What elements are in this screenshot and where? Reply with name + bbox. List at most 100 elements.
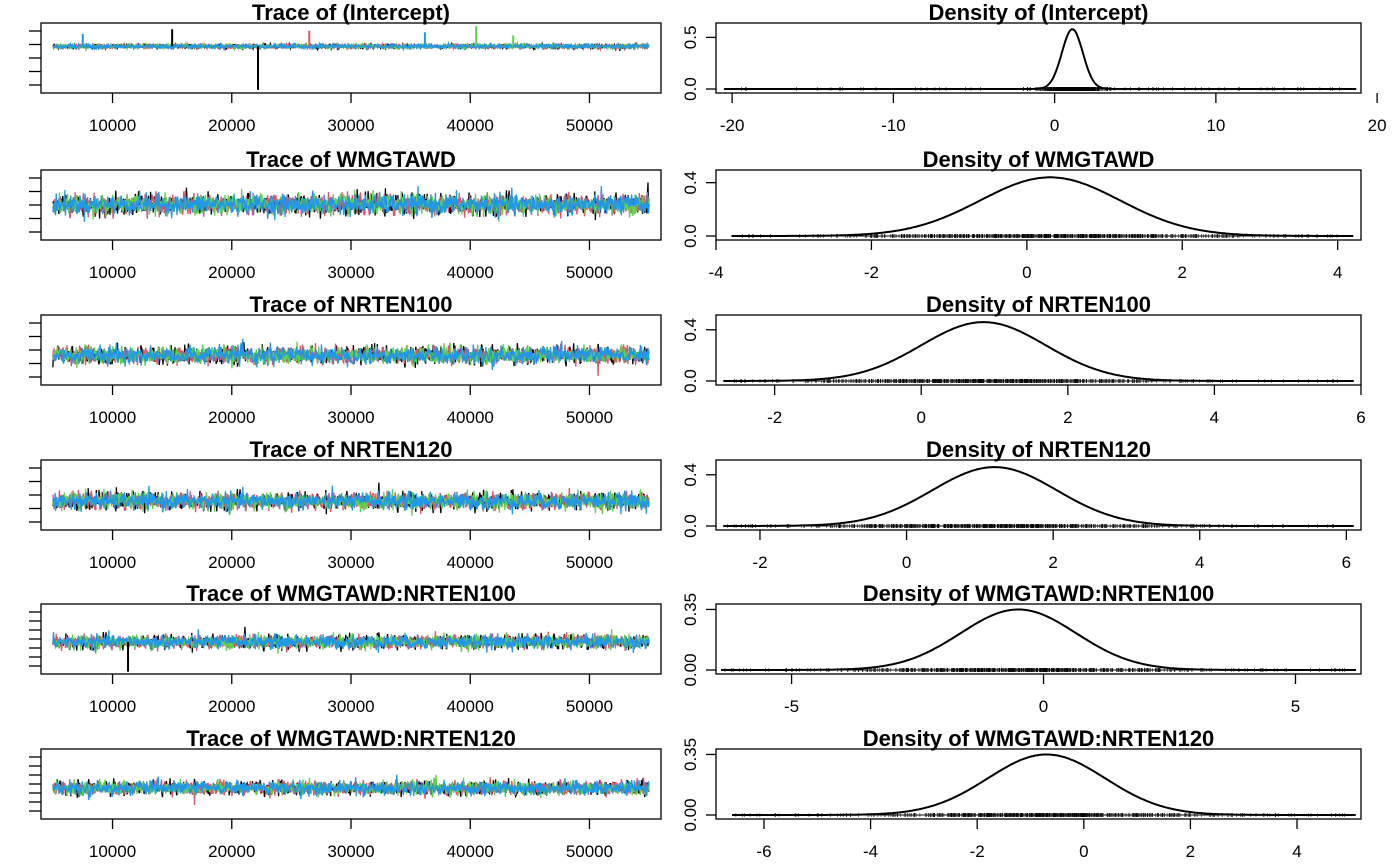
trace-panel-3: Trace of NRTEN100 10000 20000 30000 40000 500… bbox=[29, 292, 662, 427]
trace-x-tick-label: 40000 bbox=[447, 408, 494, 427]
density-x-tick-label: 2 bbox=[1178, 263, 1187, 282]
density-title: Density of NRTEN100 bbox=[926, 292, 1151, 317]
density-y-tick-label: 0.5 bbox=[681, 26, 700, 50]
density-x-tick-label: -4 bbox=[708, 263, 723, 282]
trace-x-tick-label: 30000 bbox=[327, 697, 374, 716]
density-curve bbox=[723, 321, 1354, 382]
density-x-tick-label: 2 bbox=[1186, 842, 1195, 861]
trace-x-tick-label: 20000 bbox=[208, 697, 255, 716]
density-panel-1: Density of (Intercept) 0.0 0.5 -20 -10 0 10 20 bbox=[681, 0, 1387, 135]
density-y-tick-label: 0.0 bbox=[681, 514, 700, 538]
density-x-tick-label: 0 bbox=[902, 553, 911, 572]
density-panel-3: Density of NRTEN100 0.0 0.4 -2 0 2 4 6 bbox=[681, 292, 1366, 427]
density-x-tick-label: -6 bbox=[756, 842, 771, 861]
density-x-tick-label: 4 bbox=[1195, 553, 1204, 572]
density-plot-frame bbox=[715, 169, 1362, 241]
density-panel-2: Density of WMGTAWD 0.0 0.4 -4 -2 0 2 4 bbox=[681, 147, 1362, 282]
trace-x-tick-label: 20000 bbox=[208, 116, 255, 135]
trace-x-tick-label: 10000 bbox=[89, 842, 136, 861]
trace-chain-4-line bbox=[52, 41, 650, 52]
trace-x-tick-label: 50000 bbox=[566, 697, 613, 716]
density-y-tick-label: 0.4 bbox=[681, 171, 700, 195]
density-x-tick-label: 20 bbox=[1368, 116, 1387, 135]
density-y-tick-label: 0.00 bbox=[681, 653, 700, 686]
density-title: Density of (Intercept) bbox=[928, 0, 1148, 25]
density-x-tick-label: -2 bbox=[752, 553, 767, 572]
trace-x-tick-label: 10000 bbox=[89, 697, 136, 716]
trace-x-tick-label: 30000 bbox=[327, 263, 374, 282]
density-plot-frame bbox=[715, 459, 1362, 531]
trace-chain-4-line bbox=[52, 629, 650, 653]
density-curve bbox=[731, 176, 1354, 237]
density-plot-frame bbox=[715, 22, 1362, 94]
density-title: Density of WMGTAWD bbox=[923, 147, 1155, 172]
trace-x-tick-label: 50000 bbox=[566, 116, 613, 135]
density-x-tick-label: 2 bbox=[1048, 553, 1057, 572]
trace-x-tick-label: 20000 bbox=[208, 842, 255, 861]
density-plot-frame bbox=[715, 603, 1362, 675]
trace-title: Trace of NRTEN120 bbox=[250, 437, 453, 462]
trace-title: Trace of WMGTAWD bbox=[246, 147, 456, 172]
trace-panel-2: Trace of WMGTAWD 10000 20000 30000 40000 5000… bbox=[29, 147, 662, 282]
trace-x-tick-label: 30000 bbox=[327, 553, 374, 572]
density-x-tick-label: -20 bbox=[720, 116, 745, 135]
trace-x-tick-label: 50000 bbox=[566, 842, 613, 861]
trace-x-tick-label: 20000 bbox=[208, 553, 255, 572]
trace-panel-6: Trace of WMGTAWD:NRTEN120 10000 20000 30000… bbox=[29, 726, 662, 861]
trace-x-tick-label: 50000 bbox=[566, 408, 613, 427]
density-x-tick-label: 2 bbox=[1063, 408, 1072, 427]
density-title: Density of WMGTAWD:NRTEN100 bbox=[863, 581, 1215, 606]
density-curve bbox=[724, 28, 1357, 90]
density-x-tick-label: -4 bbox=[863, 842, 878, 861]
density-x-tick-label: 10 bbox=[1206, 116, 1225, 135]
trace-panel-1: Trace of (Intercept) 10000 20000 30000 40000… bbox=[29, 0, 662, 135]
trace-panel-4: Trace of NRTEN120 10000 20000 30000 40000 500… bbox=[29, 437, 662, 572]
trace-x-tick-label: 10000 bbox=[89, 263, 136, 282]
trace-x-tick-label: 30000 bbox=[327, 116, 374, 135]
density-curve bbox=[732, 753, 1356, 816]
density-x-tick-label: 4 bbox=[1292, 842, 1301, 861]
density-x-tick-label: -10 bbox=[881, 116, 906, 135]
density-curve bbox=[723, 466, 1354, 527]
density-panel-5: Density of WMGTAWD:NRTEN100 0.00 0.35 -5 0 5 bbox=[681, 581, 1362, 716]
trace-x-tick-label: 40000 bbox=[447, 263, 494, 282]
density-x-tick-label: 4 bbox=[1333, 263, 1342, 282]
density-y-tick-label: 0.00 bbox=[681, 798, 700, 831]
trace-x-tick-label: 10000 bbox=[89, 116, 136, 135]
trace-chain-4-line bbox=[52, 774, 650, 801]
density-x-tick-label: 4 bbox=[1210, 408, 1219, 427]
density-panel-6: Density of WMGTAWD:NRTEN120 0.00 0.35 -6 -4 -… bbox=[681, 726, 1362, 861]
trace-x-tick-label: 10000 bbox=[89, 553, 136, 572]
density-x-tick-label: 0 bbox=[1079, 842, 1088, 861]
density-x-tick-label: 0 bbox=[1022, 263, 1031, 282]
trace-title: Trace of WMGTAWD:NRTEN100 bbox=[186, 581, 516, 606]
density-x-tick-label: -5 bbox=[784, 697, 799, 716]
density-y-tick-label: 0.0 bbox=[681, 77, 700, 101]
density-panel-4: Density of NRTEN120 0.0 0.4 -2 0 2 4 6 bbox=[681, 437, 1362, 572]
density-x-tick-label: 6 bbox=[1356, 408, 1365, 427]
trace-title: Trace of WMGTAWD:NRTEN120 bbox=[186, 726, 516, 751]
density-y-tick-label: 0.0 bbox=[681, 224, 700, 248]
trace-x-tick-label: 20000 bbox=[208, 408, 255, 427]
density-plot-frame bbox=[715, 748, 1362, 820]
density-curve bbox=[721, 608, 1356, 671]
density-y-tick-label: 0.4 bbox=[681, 318, 700, 342]
density-title: Density of WMGTAWD:NRTEN120 bbox=[863, 726, 1215, 751]
density-x-tick-label: -2 bbox=[864, 263, 879, 282]
trace-x-tick-label: 30000 bbox=[327, 408, 374, 427]
trace-title: Trace of NRTEN100 bbox=[250, 292, 453, 317]
trace-x-tick-label: 30000 bbox=[327, 842, 374, 861]
trace-x-tick-label: 40000 bbox=[447, 697, 494, 716]
trace-x-tick-label: 40000 bbox=[447, 553, 494, 572]
trace-x-tick-label: 20000 bbox=[208, 263, 255, 282]
density-y-tick-label: 0.35 bbox=[681, 593, 700, 626]
density-y-tick-label: 0.35 bbox=[681, 738, 700, 771]
trace-x-tick-label: 40000 bbox=[447, 842, 494, 861]
trace-title: Trace of (Intercept) bbox=[252, 0, 450, 25]
density-title: Density of NRTEN120 bbox=[926, 437, 1151, 462]
trace-x-tick-label: 40000 bbox=[447, 116, 494, 135]
density-x-tick-label: 0 bbox=[1050, 116, 1059, 135]
trace-plot-frame bbox=[40, 22, 662, 94]
density-plot-frame bbox=[715, 314, 1362, 386]
density-x-tick-label: 0 bbox=[1039, 697, 1048, 716]
